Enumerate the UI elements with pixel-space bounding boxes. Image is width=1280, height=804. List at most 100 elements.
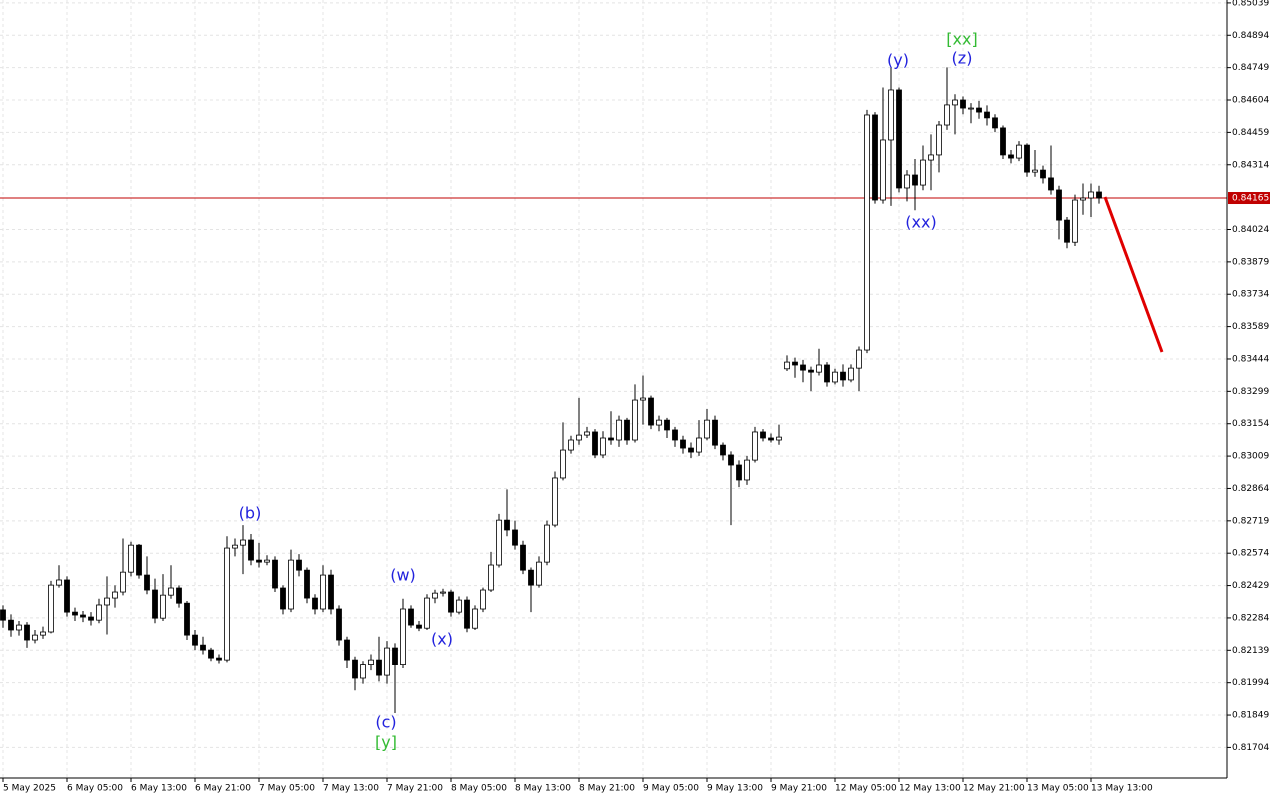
candle-body [152, 589, 158, 619]
y-tick-label: 0.81704 [1232, 743, 1269, 753]
x-tick-label: 12 May 05:00 [835, 784, 897, 794]
candle-body [480, 589, 486, 610]
candle-body [864, 114, 870, 351]
candle-body [32, 634, 38, 641]
candle-body [1040, 169, 1046, 179]
candle-body [776, 436, 782, 441]
y-tick-label: 0.84749 [1232, 63, 1269, 73]
y-tick-label: 0.84604 [1232, 96, 1269, 106]
candle-body [976, 107, 982, 113]
candle-body [744, 459, 750, 481]
x-tick-label: 8 May 13:00 [515, 784, 571, 794]
x-tick-label: 13 May 13:00 [1091, 784, 1153, 794]
candle-body [24, 624, 30, 641]
candle-body [536, 561, 542, 586]
wave-label: (y) [887, 51, 909, 70]
candle-body [176, 587, 182, 604]
candle-body [448, 591, 454, 613]
candle-body [904, 174, 910, 189]
candle-body [992, 117, 998, 129]
y-tick-label: 0.82139 [1232, 646, 1269, 656]
candle-body [848, 367, 854, 381]
forecast-line [1103, 196, 1164, 353]
candle-body [1080, 197, 1086, 201]
x-tick-label: 8 May 21:00 [579, 784, 635, 794]
x-tick-label: 7 May 13:00 [323, 784, 379, 794]
candle-body [608, 437, 614, 441]
y-tick-label: 0.82719 [1232, 516, 1269, 526]
candle-body [192, 634, 198, 646]
candle-body [400, 608, 406, 665]
candle-body [984, 111, 990, 119]
candle-body [464, 599, 470, 629]
x-tick-label: 5 May 2025 [3, 784, 56, 794]
x-tick-label: 6 May 13:00 [131, 784, 187, 794]
candle-body [368, 659, 374, 665]
candle-body [560, 449, 566, 479]
candle-body [312, 597, 318, 610]
candle-body [472, 608, 478, 629]
candle-body [1032, 169, 1038, 173]
current-price-label: 0.84165 [1232, 194, 1269, 204]
y-tick-label: 0.83589 [1232, 322, 1269, 332]
candle-body [840, 371, 846, 381]
candle-body [808, 369, 814, 373]
candle-body [408, 608, 414, 626]
labels: 0.85039 0.84894 0.84749 0.84604 0.84459 0.843… [2, 0, 1270, 794]
candle-body [184, 602, 190, 636]
candle-body [632, 399, 638, 441]
candle-body [424, 597, 430, 629]
x-tick-label: 6 May 21:00 [195, 784, 251, 794]
candle-body [592, 431, 598, 456]
candle-body [784, 361, 790, 370]
candle-body [1024, 144, 1030, 173]
candle-body [760, 431, 766, 439]
x-tick-label: 9 May 21:00 [771, 784, 827, 794]
candle-body [1000, 127, 1006, 156]
candle-body [656, 419, 662, 426]
candle-body [968, 107, 974, 110]
candle-body [16, 624, 22, 631]
candle-body [208, 649, 214, 659]
candle-body [584, 431, 590, 436]
y-tick-label: 0.83299 [1232, 387, 1269, 397]
candle-body [432, 592, 438, 599]
candle-body [792, 361, 798, 366]
y-tick-label: 0.82284 [1232, 613, 1269, 623]
candle-body [664, 419, 670, 431]
candle-body [160, 594, 166, 619]
candle-body [40, 631, 46, 636]
candle-body [944, 104, 950, 126]
candle-body [48, 584, 54, 633]
candle-body [816, 364, 822, 373]
candle-body [768, 437, 774, 441]
candle-body [392, 647, 398, 665]
candle-body [648, 397, 654, 426]
candle-body [80, 614, 86, 618]
y-tick-label: 0.81849 [1232, 711, 1269, 721]
candle-body [248, 539, 254, 561]
candle-body [600, 437, 606, 456]
candle-body [488, 564, 494, 591]
candle-body [288, 559, 294, 610]
wave-label: [xx] [946, 30, 977, 49]
candle-body [512, 529, 518, 546]
candle-body [856, 349, 862, 369]
wave-label: (w) [390, 566, 416, 585]
candle-body [552, 477, 558, 526]
candle-body [616, 419, 622, 441]
candle-body [144, 574, 150, 591]
candle-body [872, 114, 878, 201]
x-tick-label: 9 May 13:00 [707, 784, 763, 794]
candle-body [72, 611, 78, 616]
candle-body [1096, 191, 1102, 199]
candle-body [1088, 191, 1094, 199]
x-tick-label: 9 May 05:00 [643, 784, 699, 794]
candle-body [328, 574, 334, 610]
wave-label: (c) [375, 713, 396, 732]
candle-body [232, 544, 238, 549]
candle-body [136, 544, 142, 576]
candle-body [624, 419, 630, 441]
candle-body [56, 579, 62, 586]
grid [0, 0, 1227, 778]
